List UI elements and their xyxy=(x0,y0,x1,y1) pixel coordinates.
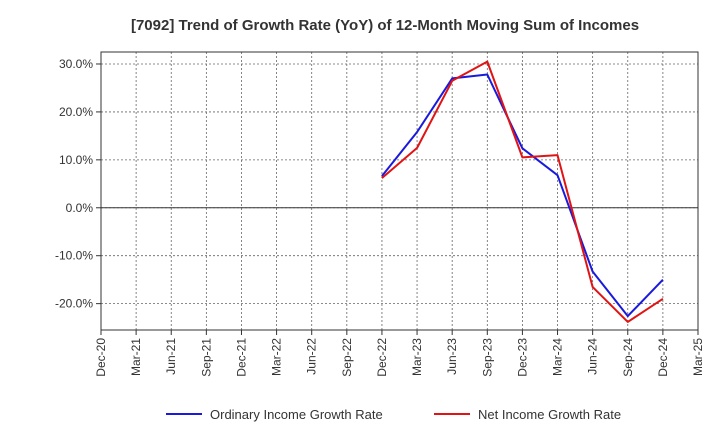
x-tick-label: Mar-24 xyxy=(551,338,565,376)
y-tick-label: 10.0% xyxy=(59,153,93,167)
x-tick-label: Jun-23 xyxy=(445,338,459,375)
x-tick-label: Jun-21 xyxy=(164,338,178,375)
x-tick-label: Sep-23 xyxy=(480,338,494,377)
legend-label-1: Ordinary Income Growth Rate xyxy=(210,407,383,422)
y-tick-label: -10.0% xyxy=(55,249,93,263)
y-tick-label: -20.0% xyxy=(55,297,93,311)
x-tick-label: Sep-24 xyxy=(621,338,635,377)
series-lines xyxy=(381,60,664,323)
x-tick-label: Mar-21 xyxy=(129,338,143,376)
y-tick-label: 20.0% xyxy=(59,105,93,119)
legend-label-2: Net Income Growth Rate xyxy=(478,407,621,422)
y-tick-label: 30.0% xyxy=(59,57,93,71)
gridlines xyxy=(100,52,699,330)
x-tick-label: Jun-22 xyxy=(305,338,319,375)
x-tick-label: Dec-20 xyxy=(94,338,108,377)
series-line-1 xyxy=(381,73,664,318)
y-tick-label: 0.0% xyxy=(66,201,94,215)
plot-area xyxy=(100,51,699,331)
x-tick-label: Sep-21 xyxy=(199,338,213,377)
chart-title: [7092] Trend of Growth Rate (YoY) of 12-… xyxy=(131,17,639,34)
x-axis-ticks: Dec-20 Mar-21 Jun-21 Sep-21 Dec-21 Mar-22 Jun-… xyxy=(94,330,705,377)
x-tick-label: Dec-23 xyxy=(515,338,529,377)
x-tick-label: Mar-23 xyxy=(410,338,424,376)
x-tick-label: Mar-22 xyxy=(270,338,284,376)
x-tick-label: Dec-24 xyxy=(656,338,670,377)
y-axis-ticks: 30.0% 20.0% 10.0% 0.0% -10.0% -20.0% xyxy=(55,57,101,311)
x-tick-label: Dec-22 xyxy=(375,338,389,377)
legend: Ordinary Income Growth Rate Net Income Gr… xyxy=(166,407,621,422)
x-tick-label: Sep-22 xyxy=(340,338,354,377)
series-line-2 xyxy=(381,60,664,323)
x-tick-label: Jun-24 xyxy=(586,338,600,375)
x-tick-label: Dec-21 xyxy=(234,338,248,377)
x-tick-label: Mar-25 xyxy=(691,338,705,376)
